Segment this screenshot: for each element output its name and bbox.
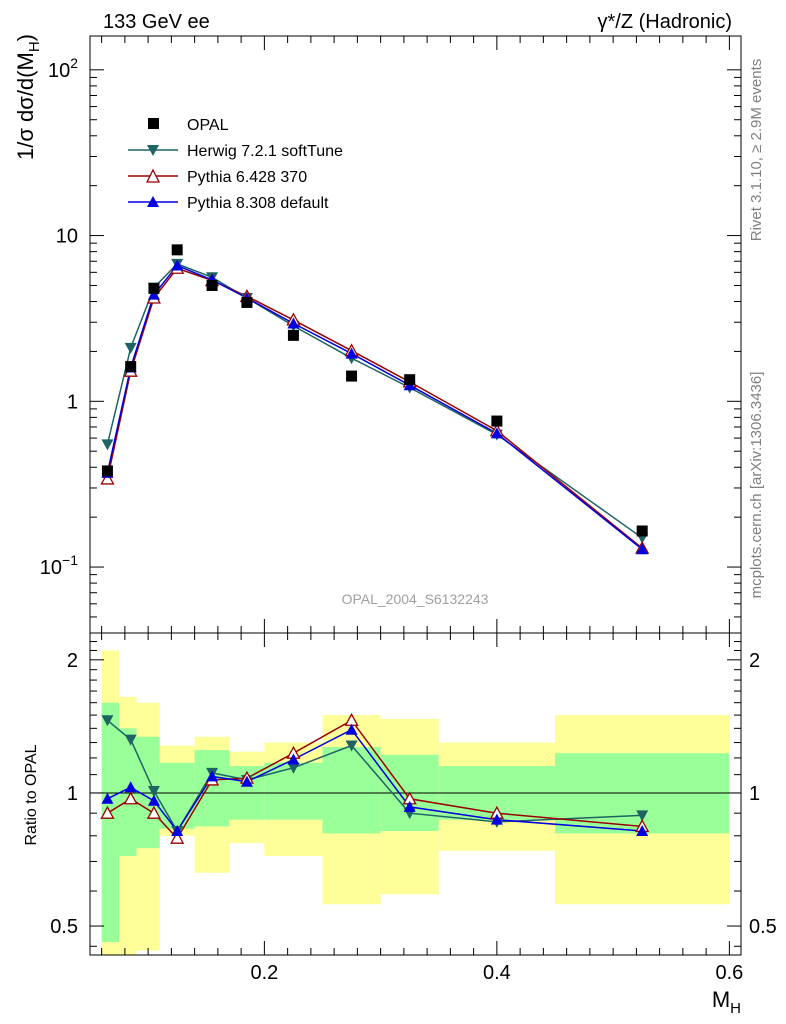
ratio-point-pythia8 <box>636 825 649 837</box>
legend-label-pythia8: Pythia 8.308 default <box>187 195 329 212</box>
legend-entry-pythia8: Pythia 8.308 default <box>128 195 329 212</box>
main-point-data <box>171 244 183 256</box>
rivet-label: Rivet 3.1.10, ≥ 2.9M events <box>748 59 765 242</box>
main-point-data <box>287 329 299 341</box>
main-point-pythia8 <box>147 288 160 300</box>
main-point-pythia8 <box>171 259 184 271</box>
ratio-series-markers <box>100 712 650 844</box>
ratio-point-herwig <box>345 740 358 752</box>
main-point-data <box>206 279 218 291</box>
header-right: γ*/Z (Hadronic) <box>598 11 732 33</box>
ratio-panel: 2 2 1 1 0.5 0.5 0.2 0.4 0.6 Ratio to OPAL MH <box>23 632 777 1017</box>
ratio-y-axis-label: Ratio to OPAL <box>23 744 40 845</box>
ratio-point-pythia6 <box>123 791 138 805</box>
ratio-point-pythia8 <box>147 794 160 806</box>
ratio-y-tick-label-left: 1 <box>67 783 78 805</box>
main-axis-ticks <box>90 36 741 634</box>
main-point-pythia8 <box>345 347 358 359</box>
header-left: 133 GeV ee <box>103 11 210 33</box>
analysis-tag: OPAL_2004_S6132243 <box>342 591 489 607</box>
main-point-pythia8 <box>490 427 503 439</box>
x-tick-labels: 0.2 0.4 0.6 <box>250 962 743 984</box>
ratio-band-inner <box>194 750 230 827</box>
ratio-point-herwig <box>101 715 114 727</box>
ratio-y-tick-label-right: 0.5 <box>749 916 777 938</box>
legend-label-pythia6: Pythia 6.428 370 <box>187 169 307 186</box>
main-panel: 102 10 1 10−1 1/σ dσ/d(MH) OPAL_2004_S61322… <box>13 34 742 634</box>
ratio-point-pythia8 <box>345 723 358 735</box>
ratio-point-pythia8 <box>490 813 503 825</box>
ratio-point-pythia8 <box>403 800 416 812</box>
ratio-point-herwig <box>287 762 300 774</box>
main-y-tick-label: 10−1 <box>40 552 78 579</box>
main-point-pythia8 <box>636 543 649 555</box>
ratio-point-pythia6 <box>170 830 185 844</box>
ratio-point-pythia8 <box>101 792 114 804</box>
main-point-data <box>148 282 160 294</box>
main-y-axis-label: 1/σ dσ/d(MH) <box>13 34 43 160</box>
ratio-point-pythia8 <box>124 781 137 793</box>
main-point-data <box>101 465 113 477</box>
main-point-pythia8 <box>287 317 300 329</box>
ratio-y-tick-labels: 2 2 1 1 0.5 0.5 <box>50 650 777 938</box>
ratio-point-pythia8 <box>206 770 219 782</box>
legend-entry-pythia6: Pythia 6.428 370 <box>128 168 307 186</box>
main-point-data <box>491 415 503 427</box>
main-point-data <box>241 296 253 308</box>
ratio-point-herwig <box>147 786 160 798</box>
main-line-pythia8 <box>106 264 643 550</box>
main-point-data <box>125 361 137 373</box>
x-tick-label: 0.4 <box>483 962 511 984</box>
mcplots-label: mcplots.cern.ch [arXiv:1306.3436] <box>748 372 765 599</box>
main-series-lines <box>106 263 643 550</box>
ratio-frame <box>89 632 742 956</box>
ratio-y-tick-label-left: 0.5 <box>50 916 78 938</box>
x-tick-label: 0.2 <box>250 962 278 984</box>
legend-label-opal: OPAL <box>187 117 229 134</box>
ratio-y-tick-label-right: 1 <box>749 783 760 805</box>
main-point-data <box>636 525 648 537</box>
main-y-tick-label: 102 <box>48 55 78 82</box>
main-point-data <box>346 370 358 382</box>
ratio-point-pythia8 <box>171 825 184 837</box>
main-series-markers <box>100 244 650 555</box>
ratio-point-pythia8 <box>240 775 253 787</box>
main-point-herwig <box>124 342 137 354</box>
ratio-y-tick-label-right: 2 <box>749 650 760 672</box>
main-point-herwig <box>101 439 114 451</box>
main-point-pythia6 <box>100 471 115 485</box>
ratio-point-herwig <box>636 810 649 822</box>
ratio-y-tick-label-left: 2 <box>67 650 78 672</box>
ratio-axis-ticks <box>90 632 741 955</box>
ratio-point-pythia6 <box>146 805 162 819</box>
legend-entry-herwig: Herwig 7.2.1 softTune <box>128 143 343 160</box>
ratio-band-inner <box>322 747 381 834</box>
ratio-band-inner <box>101 702 120 943</box>
ratio-point-pythia6 <box>100 805 115 819</box>
main-y-tick-labels: 102 10 1 10−1 <box>40 55 78 579</box>
legend-entry-opal: OPAL <box>148 117 229 134</box>
main-line-pythia6 <box>106 267 643 549</box>
x-tick-label: 0.6 <box>715 962 743 984</box>
ratio-point-pythia8 <box>287 753 300 765</box>
ratio-point-herwig <box>124 734 137 746</box>
legend: OPAL Herwig 7.2.1 softTune Pythia 6.428 … <box>128 117 343 212</box>
main-y-tick-label: 1 <box>67 391 78 413</box>
main-line-herwig <box>106 263 643 539</box>
main-point-data <box>404 374 416 386</box>
x-axis-label: MH <box>712 987 741 1017</box>
legend-label-herwig: Herwig 7.2.1 softTune <box>187 143 343 160</box>
main-y-tick-label: 10 <box>56 226 78 248</box>
